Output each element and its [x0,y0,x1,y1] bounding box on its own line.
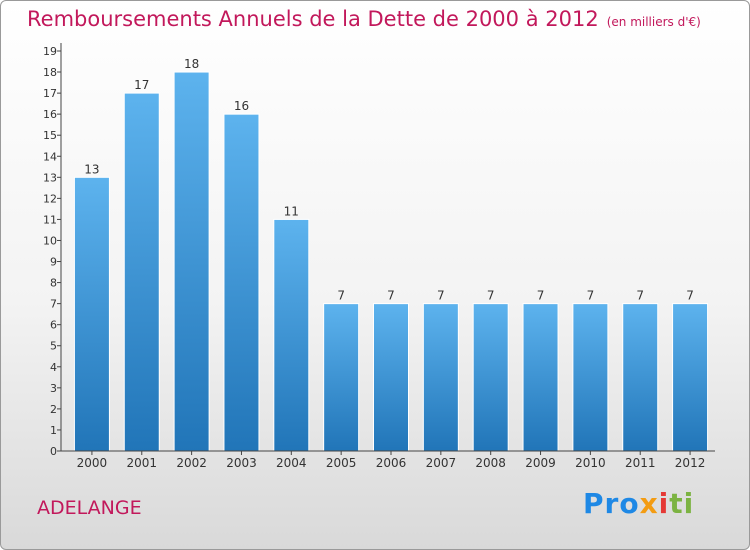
x-tick-label: 2008 [475,456,506,470]
x-tick-label: 2012 [675,456,706,470]
bar [223,113,260,452]
logo-part: x [639,487,659,520]
x-tick-label: 2005 [326,456,357,470]
x-tick-label: 2010 [575,456,606,470]
logo-part: i [658,487,670,520]
y-tick-label: 12 [43,192,57,205]
bar [273,218,310,452]
y-tick-label: 0 [50,445,57,458]
x-tick-label: 2002 [176,456,207,470]
x-axis-labels: 2000 2001 2002 2003 2004 2005 2006 2007 2008 2009… [77,451,706,470]
bar-value-label: 17 [134,78,149,92]
x-tick-label: 2004 [276,456,307,470]
x-tick-label: 2000 [77,456,108,470]
bar-value-label: 7 [686,289,694,303]
bar [472,303,509,452]
y-tick-label: 13 [43,171,57,184]
chart-subtitle: (en milliers d'€) [606,15,701,29]
bar-value-label: 11 [284,204,299,218]
logo-part: ti [669,487,695,520]
bar-value-label: 18 [184,57,199,71]
y-tick-label: 6 [50,319,57,332]
y-tick-label: 9 [50,256,57,269]
y-tick-label: 8 [50,277,57,290]
bar-value-label: 7 [387,289,395,303]
bar [373,303,409,452]
y-tick-label: 19 [43,45,57,58]
y-tick-label: 11 [43,213,57,226]
y-tick-label: 10 [43,234,57,247]
chart-title-block: Remboursements Annuels de la Dette de 20… [27,7,701,31]
y-tick-label: 17 [43,87,57,100]
bars: 13 17 18 16 11 7 7 7 7 7 7 7 7 [73,57,709,452]
bar-value-label: 16 [234,99,249,113]
x-tick-label: 2011 [625,456,656,470]
y-tick-label: 4 [50,361,57,374]
y-tick-label: 7 [50,298,57,311]
bar [422,303,459,452]
bar-value-label: 7 [437,289,445,303]
bar [123,92,160,452]
bar-value-label: 7 [337,289,345,303]
bar [522,303,559,452]
bar [73,176,110,452]
x-tick-label: 2001 [126,456,157,470]
y-tick-label: 2 [50,403,57,416]
bar-value-label: 7 [537,289,545,303]
bar-value-label: 7 [487,289,495,303]
y-tick-label: 18 [43,66,57,79]
x-tick-label: 2006 [376,456,407,470]
bar [572,303,609,452]
bar [173,71,210,452]
bar [323,303,360,452]
x-tick-label: 2007 [426,456,457,470]
proxiti-logo[interactable]: Proxiti [583,487,694,520]
y-tick-label: 1 [50,424,57,437]
y-tick-label: 15 [43,129,57,142]
x-tick-label: 2003 [226,456,257,470]
bar-value-label: 7 [636,289,644,303]
x-tick-label: 2009 [525,456,556,470]
bar-value-label: 7 [587,289,595,303]
y-tick-label: 5 [50,340,57,353]
town-name: ADELANGE [37,497,142,519]
y-tick-label: 16 [43,108,57,121]
y-tick-label: 14 [43,150,57,163]
bar [672,303,709,452]
y-tick-label: 3 [50,382,57,395]
chart-title: Remboursements Annuels de la Dette de 20… [27,7,599,31]
bar-value-label: 13 [84,162,99,176]
bar [622,303,659,452]
logo-part: Pro [583,487,640,520]
